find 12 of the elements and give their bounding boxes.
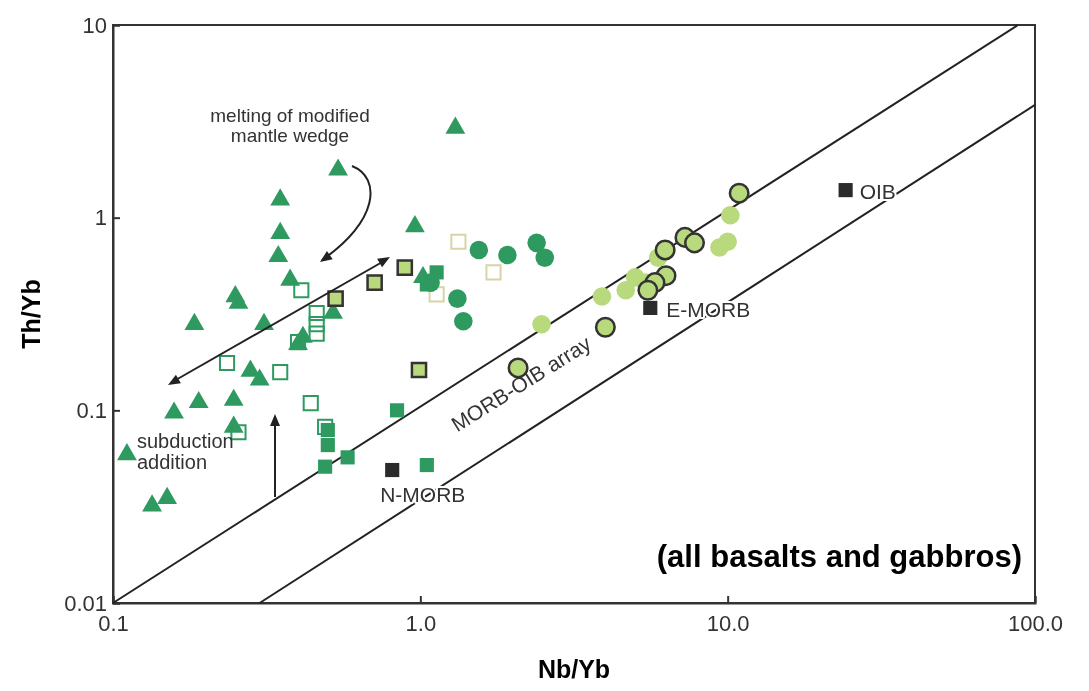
annotation: OIB (859, 180, 896, 204)
y-tick-label: 10 (82, 12, 107, 38)
x-tick-label: 10.0 (706, 610, 750, 636)
annotation: subduction addition (137, 430, 234, 473)
y-tick-label: 0.1 (76, 397, 107, 423)
annotation: melting of modified mantle wedge (210, 105, 370, 146)
y-axis-title: Th/Yb (17, 279, 45, 349)
annotation: (all basalts and gabbros) (656, 539, 1022, 574)
y-tick-label: 1 (94, 205, 107, 231)
x-tick-label: 1.0 (405, 610, 437, 636)
x-tick-label: 100.0 (1007, 610, 1064, 636)
x-axis-title: Nb/Yb (537, 655, 611, 683)
